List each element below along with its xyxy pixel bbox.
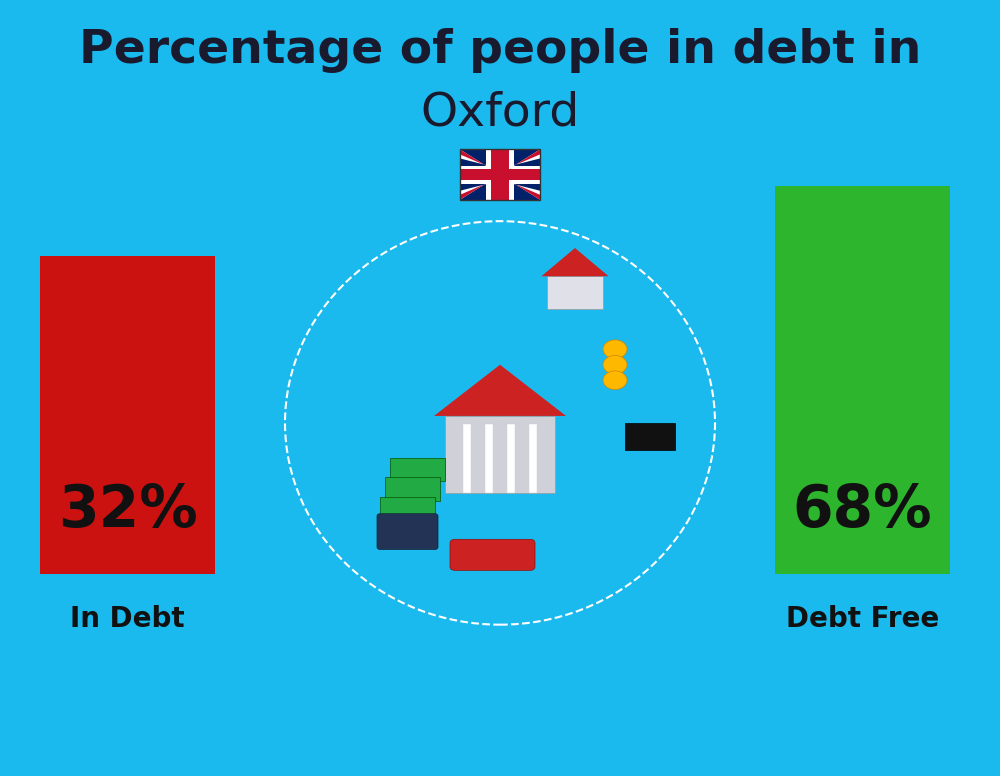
FancyBboxPatch shape <box>377 514 438 549</box>
FancyBboxPatch shape <box>491 149 509 199</box>
FancyBboxPatch shape <box>529 424 537 493</box>
FancyBboxPatch shape <box>460 165 540 184</box>
FancyBboxPatch shape <box>625 423 675 450</box>
Text: In Debt: In Debt <box>70 605 185 633</box>
FancyBboxPatch shape <box>507 424 515 493</box>
Polygon shape <box>541 248 609 276</box>
Polygon shape <box>500 175 540 199</box>
FancyBboxPatch shape <box>485 424 493 493</box>
FancyBboxPatch shape <box>40 256 215 574</box>
Circle shape <box>603 371 627 390</box>
FancyBboxPatch shape <box>390 458 445 481</box>
Text: Debt Free: Debt Free <box>786 605 939 633</box>
FancyBboxPatch shape <box>445 416 555 493</box>
Polygon shape <box>434 365 566 416</box>
FancyBboxPatch shape <box>380 497 435 520</box>
Text: Oxford: Oxford <box>420 90 580 135</box>
Text: Percentage of people in debt in: Percentage of people in debt in <box>79 28 921 73</box>
Text: 32%: 32% <box>58 483 197 539</box>
Circle shape <box>603 340 627 359</box>
FancyBboxPatch shape <box>450 539 535 570</box>
Polygon shape <box>460 175 500 199</box>
Polygon shape <box>500 149 540 175</box>
Polygon shape <box>460 175 500 199</box>
FancyBboxPatch shape <box>486 149 514 199</box>
FancyBboxPatch shape <box>463 424 471 493</box>
FancyBboxPatch shape <box>460 169 540 180</box>
Polygon shape <box>460 149 500 175</box>
Text: 68%: 68% <box>793 483 932 539</box>
FancyBboxPatch shape <box>385 477 440 501</box>
Polygon shape <box>500 175 540 199</box>
FancyBboxPatch shape <box>547 276 603 309</box>
Polygon shape <box>500 149 540 175</box>
FancyBboxPatch shape <box>460 149 540 199</box>
FancyBboxPatch shape <box>775 186 950 574</box>
Polygon shape <box>460 149 500 175</box>
Circle shape <box>603 355 627 374</box>
